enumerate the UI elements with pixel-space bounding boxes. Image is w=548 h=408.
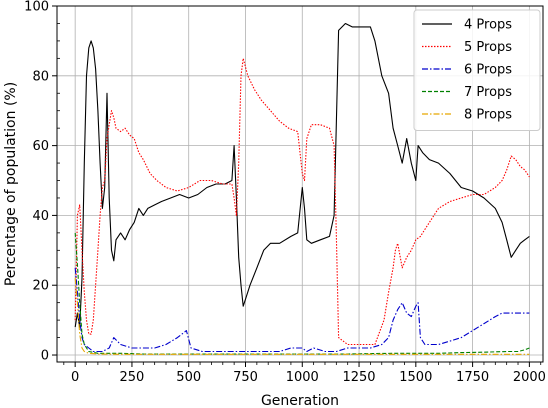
series-line-6-props <box>74 267 530 353</box>
plot-frame <box>56 5 544 363</box>
legend: 4 Props 5 Props 6 Props 7 Props 8 Props <box>413 9 541 131</box>
y-tick-label: 40 <box>32 209 49 224</box>
y-tick-label: 0 <box>41 349 49 364</box>
legend-label: 7 Props <box>464 85 512 100</box>
y-tick-label: 100 <box>24 0 49 15</box>
x-axis-title: Generation <box>261 393 339 408</box>
x-tick-label: 1250 <box>342 370 375 385</box>
y-tick-label: 80 <box>32 69 49 84</box>
x-tick-label: 750 <box>233 370 258 385</box>
series-line-4-props <box>74 22 530 328</box>
series-layer <box>74 22 530 355</box>
series-line-5-props <box>74 57 530 346</box>
x-tick-label: 1000 <box>286 370 319 385</box>
legend-label: 5 Props <box>464 40 512 55</box>
x-tick-label: 500 <box>176 370 201 385</box>
x-tick-label: 2000 <box>513 370 546 385</box>
axis-ticks: 0 250 500 750 1000 1250 1500 1750 2000 0 20 40 60 80 1… <box>24 0 546 385</box>
y-tick-label: 20 <box>32 279 49 294</box>
legend-box <box>413 9 541 131</box>
y-tick-label: 60 <box>32 139 49 154</box>
x-tick-label: 250 <box>120 370 145 385</box>
x-tick-label: 1500 <box>399 370 432 385</box>
x-tick-label: 0 <box>71 370 79 385</box>
y-axis-title: Percentage of population (%) <box>3 82 19 286</box>
legend-label: 6 Props <box>464 63 512 78</box>
legend-label: 4 Props <box>464 18 512 33</box>
legend-label: 8 Props <box>464 108 512 123</box>
x-tick-label: 1750 <box>456 370 489 385</box>
